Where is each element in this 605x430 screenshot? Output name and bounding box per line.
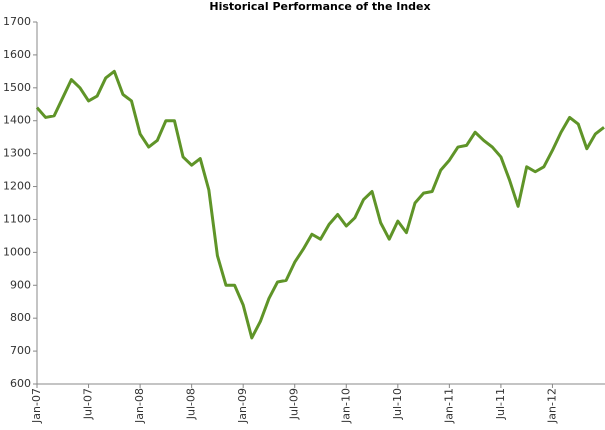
chart-title: Historical Performance of the Index [209,0,430,13]
y-tick-label: 700 [10,344,31,357]
x-tick-label: Jul-11 [494,388,507,420]
x-tick-label: Jul-09 [288,388,301,420]
y-tick-label: 1300 [3,147,31,160]
y-tick-label: 1100 [3,212,31,225]
y-tick-label: 1400 [3,114,31,127]
x-tick-label: Jul-10 [391,388,404,420]
x-tick-label: Jan-08 [133,388,146,424]
x-tick-label: Jan-10 [339,388,352,424]
y-tick-label: 1700 [3,15,31,28]
x-tick-label: Jan-07 [30,388,43,424]
y-tick-label: 1600 [3,48,31,61]
y-tick-label: 1200 [3,180,31,193]
y-tick-label: 800 [10,311,31,324]
line-series [35,69,605,340]
x-tick-label: Jul-07 [82,388,95,420]
y-tick-label: 600 [10,377,31,390]
x-tick-label: Jan-12 [545,388,558,424]
x-tick-label: Jan-11 [442,388,455,424]
x-tick-label: Jul-08 [185,388,198,420]
x-tick-label: Jan-09 [236,388,249,424]
y-tick-label: 1000 [3,245,31,258]
y-tick-label: 1500 [3,81,31,94]
y-tick-label: 900 [10,278,31,291]
